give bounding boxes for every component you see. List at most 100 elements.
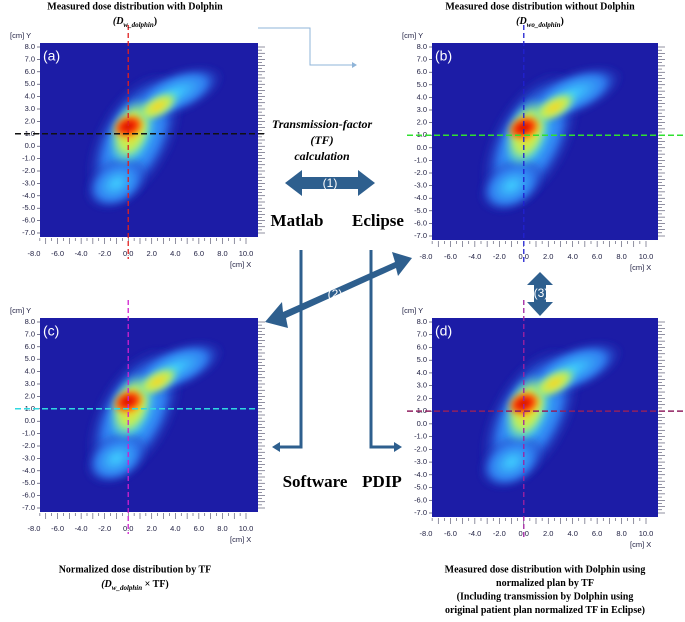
y-tick-label: -1.0 bbox=[22, 154, 35, 163]
x-tick-label: -8.0 bbox=[420, 252, 433, 261]
formula-sub: w_dolphin bbox=[112, 584, 142, 592]
y-tick-label: -6.0 bbox=[22, 491, 35, 500]
y-tick-label: -1.0 bbox=[414, 155, 427, 164]
x-tick-label: 4.0 bbox=[567, 252, 577, 261]
matlab-label: Matlab bbox=[271, 211, 324, 230]
formula-part: (D bbox=[516, 16, 527, 27]
y-tick-label: 5.0 bbox=[417, 80, 427, 89]
x-tick-label: 8.0 bbox=[217, 249, 227, 258]
y-tick-label: 4.0 bbox=[417, 92, 427, 101]
axis-title: [cm] Y bbox=[10, 31, 31, 40]
dose-blob bbox=[530, 90, 579, 125]
step-label: (3) bbox=[534, 286, 549, 300]
y-tick-label: 5.0 bbox=[25, 79, 35, 88]
x-tick-label: 8.0 bbox=[616, 252, 626, 261]
y-tick-label: 2.0 bbox=[25, 116, 35, 125]
panel-label: (c) bbox=[43, 323, 59, 339]
y-tick-label: -7.0 bbox=[414, 508, 427, 517]
panel: 8.07.06.05.04.03.02.01.00.0-1.0-2.0-3.0-… bbox=[402, 1, 684, 272]
y-tick-label: -1.0 bbox=[414, 432, 427, 441]
y-tick-label: 2.0 bbox=[25, 391, 35, 400]
axis-title: [cm] Y bbox=[10, 306, 31, 315]
tf-text: Transmission-factor bbox=[272, 117, 373, 131]
heatmap bbox=[83, 64, 226, 212]
x-tick-label: -2.0 bbox=[98, 524, 111, 533]
x-tick-label: -2.0 bbox=[98, 249, 111, 258]
panel-label: (d) bbox=[435, 323, 452, 339]
y-tick-label: -1.0 bbox=[22, 429, 35, 438]
y-tick-label: -7.0 bbox=[22, 503, 35, 512]
y-tick-label: -5.0 bbox=[22, 203, 35, 212]
x-tick-label: 10.0 bbox=[639, 529, 654, 538]
y-tick-label: 7.0 bbox=[25, 329, 35, 338]
y-tick-label: -7.0 bbox=[22, 228, 35, 237]
dose-blob bbox=[111, 113, 146, 140]
y-tick-label: 2.0 bbox=[417, 118, 427, 127]
arrowhead bbox=[352, 62, 357, 68]
caption: Measured dose distribution without Dolph… bbox=[445, 1, 635, 12]
y-tick-label: 3.0 bbox=[25, 379, 35, 388]
x-tick-label: -4.0 bbox=[75, 524, 88, 533]
y-tick-label: -6.0 bbox=[414, 218, 427, 227]
y-tick-label: 0.0 bbox=[25, 141, 35, 150]
y-tick-label: 6.0 bbox=[417, 342, 427, 351]
formula-part: (D bbox=[101, 579, 112, 590]
panel-label: (a) bbox=[43, 48, 60, 64]
formula-part: ) bbox=[561, 16, 564, 27]
tf-text: (TF) bbox=[310, 133, 333, 147]
axis-title: [cm] X bbox=[630, 540, 651, 549]
y-tick-label: 4.0 bbox=[25, 92, 35, 101]
panel: 8.07.06.05.04.03.02.01.00.0-1.0-2.0-3.0-… bbox=[10, 300, 265, 592]
dose-blob bbox=[134, 364, 181, 399]
y-tick-label: 8.0 bbox=[417, 317, 427, 326]
x-tick-label: -8.0 bbox=[420, 529, 433, 538]
dose-blob bbox=[506, 389, 542, 418]
x-tick-label: 6.0 bbox=[592, 252, 602, 261]
y-tick-label: -5.0 bbox=[414, 206, 427, 215]
caption: (Including transmission by Dolphin using bbox=[457, 591, 634, 602]
x-tick-label: 10.0 bbox=[239, 249, 254, 258]
y-tick-label: -2.0 bbox=[414, 168, 427, 177]
y-tick-label: 7.0 bbox=[417, 330, 427, 339]
y-tick-label: -3.0 bbox=[414, 181, 427, 190]
y-tick-label: 0.0 bbox=[25, 416, 35, 425]
x-tick-label: 8.0 bbox=[217, 524, 227, 533]
x-tick-label: -4.0 bbox=[468, 529, 481, 538]
y-tick-label: 2.0 bbox=[417, 393, 427, 402]
caption-formula: (Dwo_dolphin) bbox=[516, 16, 564, 28]
axis-title: [cm] X bbox=[230, 260, 251, 269]
y-tick-label: 5.0 bbox=[417, 355, 427, 364]
dose-blob bbox=[506, 114, 542, 142]
y-tick-label: 6.0 bbox=[25, 342, 35, 351]
y-tick-label: -4.0 bbox=[414, 193, 427, 202]
y-tick-label: -3.0 bbox=[22, 178, 35, 187]
y-tick-label: 0.0 bbox=[417, 143, 427, 152]
x-tick-label: -8.0 bbox=[28, 524, 41, 533]
y-tick-label: 3.0 bbox=[417, 381, 427, 390]
x-tick-label: -2.0 bbox=[493, 529, 506, 538]
panel: 8.07.06.05.04.03.02.01.00.0-1.0-2.0-3.0-… bbox=[10, 1, 266, 269]
x-tick-label: -2.0 bbox=[493, 252, 506, 261]
pdip-label: PDIP bbox=[362, 472, 402, 491]
x-tick-label: 2.0 bbox=[543, 529, 553, 538]
y-tick-label: 7.0 bbox=[25, 54, 35, 63]
x-tick-label: 6.0 bbox=[592, 529, 602, 538]
axis-title: [cm] Y bbox=[402, 306, 423, 315]
dose-blob bbox=[477, 433, 546, 491]
arrowhead bbox=[394, 442, 402, 452]
y-tick-label: 5.0 bbox=[25, 354, 35, 363]
x-tick-label: -6.0 bbox=[51, 249, 64, 258]
x-tick-label: 2.0 bbox=[147, 524, 157, 533]
y-tick-label: 8.0 bbox=[25, 317, 35, 326]
y-tick-label: -3.0 bbox=[414, 457, 427, 466]
caption: original patient plan normalized TF in E… bbox=[445, 605, 645, 616]
x-tick-label: 4.0 bbox=[567, 529, 577, 538]
y-tick-label: 7.0 bbox=[417, 55, 427, 64]
formula-sub: wo_dolphin bbox=[527, 21, 561, 29]
x-tick-label: 2.0 bbox=[543, 252, 553, 261]
x-tick-label: 0.0 bbox=[519, 252, 529, 261]
x-tick-label: -4.0 bbox=[75, 249, 88, 258]
y-tick-label: -4.0 bbox=[22, 466, 35, 475]
y-tick-label: -2.0 bbox=[22, 166, 35, 175]
